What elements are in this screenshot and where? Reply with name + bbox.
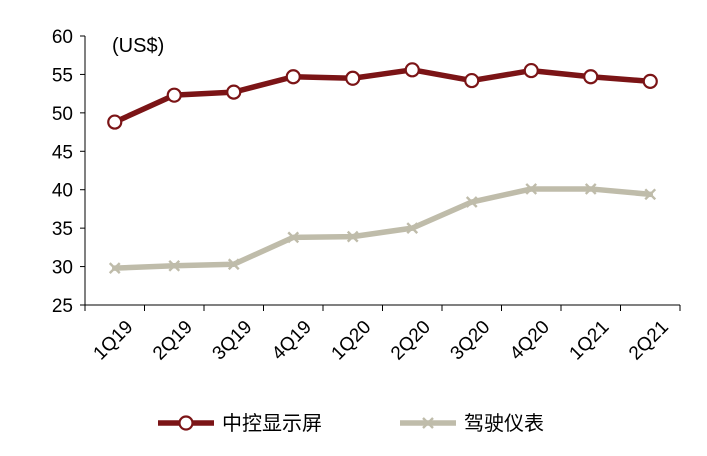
y-unit-label: (US$)	[112, 35, 164, 57]
series-1	[107, 62, 658, 130]
y-tick-label: 60	[52, 27, 73, 48]
series-2-point	[465, 196, 478, 208]
x-tick-label: 4Q19	[268, 317, 316, 365]
series-1-point	[404, 62, 420, 78]
x-tick-label: 1Q19	[90, 317, 138, 365]
legend-marker	[178, 415, 194, 431]
series-1-point	[226, 84, 242, 100]
series-2-point	[644, 188, 657, 201]
x-tick-label: 1Q20	[328, 317, 376, 365]
y-tick-label: 45	[52, 142, 73, 163]
y-tick-label: 25	[52, 296, 73, 317]
x-tick-label: 2Q21	[625, 317, 673, 365]
x-tick-label: 2Q19	[149, 317, 197, 365]
series-1-point	[166, 87, 182, 103]
y-tick-label: 30	[52, 258, 73, 279]
series-2-point	[287, 231, 300, 244]
series-2-point	[227, 258, 240, 271]
series-2-point	[525, 183, 538, 195]
series-1-line	[112, 67, 653, 125]
y-tick-label: 50	[52, 104, 73, 125]
x-tick-label: 3Q20	[447, 317, 495, 365]
series-1-point	[285, 69, 301, 85]
series-2	[108, 183, 657, 274]
series-1-point	[642, 73, 658, 89]
y-tick-label: 55	[52, 65, 73, 86]
legend-marker	[422, 417, 434, 429]
series-1-point	[523, 62, 539, 79]
series-2-line	[112, 186, 653, 271]
x-tick-label: 1Q21	[566, 317, 614, 365]
x-tick-label: 4Q20	[506, 317, 554, 365]
series-2-point	[108, 262, 121, 274]
legend-label: 中控显示屏	[222, 411, 322, 435]
series-layer	[107, 62, 658, 274]
x-tick-label: 2Q20	[387, 317, 435, 365]
series-2-point	[346, 230, 359, 243]
x-tick-label: 3Q19	[209, 317, 257, 365]
series-1-point	[345, 70, 361, 86]
legend: 中控显示屏 驾驶仪表	[158, 411, 544, 435]
y-tick-label: 40	[52, 181, 73, 202]
y-tick-label: 35	[52, 219, 73, 240]
series-2-point	[406, 222, 419, 234]
series-1-point	[464, 72, 480, 89]
series-1-point	[107, 114, 123, 130]
series-2-point	[168, 259, 181, 272]
series-1-point	[583, 69, 599, 85]
series-2-point	[584, 183, 597, 195]
legend-label: 驾驶仪表	[464, 411, 544, 435]
